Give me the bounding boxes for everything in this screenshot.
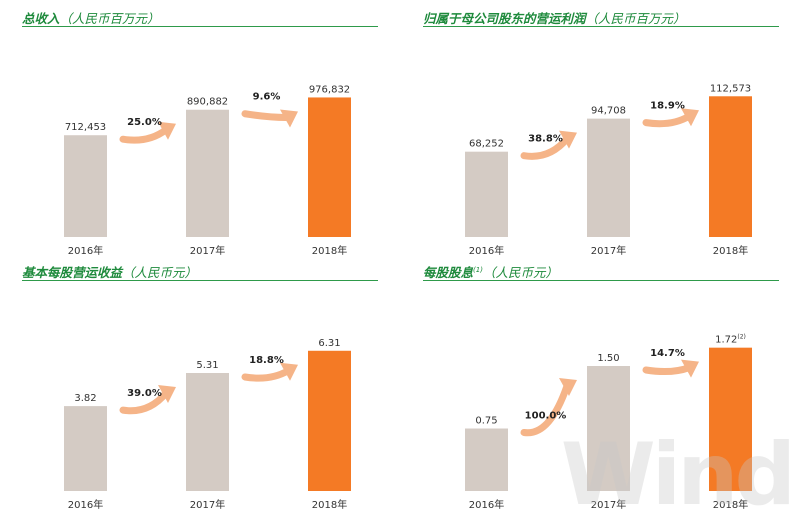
year-label: 2017年 [190, 244, 225, 257]
growth-label: 14.7% [650, 348, 685, 359]
chart-dividend: 0.75 2016年 1.50 2017年 1.72(2) 2018年 100.0% 14.7… [465, 334, 752, 511]
growth-arrowhead [158, 385, 176, 403]
growth-label: 9.6% [253, 92, 281, 103]
bar-2016年 [64, 406, 107, 491]
growth-label: 18.9% [650, 101, 685, 112]
year-label: 2018年 [713, 244, 748, 257]
growth-label: 18.8% [249, 355, 284, 366]
growth-arrow [520, 382, 571, 437]
growth-label: 39.0% [127, 388, 162, 399]
panel-title-main: 基本每股营运收益 [22, 265, 123, 280]
growth-arrowhead [681, 359, 699, 378]
bar-2016年 [465, 151, 508, 237]
bar-2017年 [587, 118, 630, 237]
bar-2018年 [709, 347, 752, 491]
panel-title: 基本每股营运收益（人民币元） [22, 262, 197, 281]
panel-eps: 基本每股营运收益（人民币元） 3.82 2016年 5.31 2017年 6.31 201… [22, 262, 424, 517]
value-label: 0.75 [475, 416, 497, 427]
value-label: 712,453 [65, 122, 106, 133]
panel-dividend: 每股股息(1)（人民币元） 0.75 2016年 1.50 2017年 1.72(2) 2… [423, 262, 804, 517]
chart-operating-profit: 68,252 2016年 94,708 2017年 112,573 2018年 38.8% 1… [465, 83, 752, 257]
growth-arrowhead [559, 130, 577, 149]
panel-title-unit: （人民币百万元） [585, 11, 686, 26]
panel-title-main: 每股股息 [423, 265, 474, 280]
panel-title-unit: （人民币百万元） [59, 11, 160, 26]
panel-title-main: 总收入 [22, 11, 60, 26]
value-label: 6.31 [318, 338, 340, 349]
growth-label: 100.0% [525, 411, 567, 422]
wind-watermark: Wind [560, 425, 796, 525]
panel-operating-profit: 归属于母公司股东的营运利润（人民币百万元） 68,252 2016年 94,708 2… [423, 8, 804, 263]
bar-2017年 [587, 366, 630, 491]
value-label: 68,252 [469, 139, 504, 150]
value-label-footnote: (2) [737, 334, 746, 341]
growth-arrowhead [559, 378, 577, 396]
title-rule [423, 26, 779, 27]
value-label: 3.82 [74, 393, 96, 404]
year-label: 2016年 [68, 244, 103, 257]
bar-2018年 [709, 96, 752, 237]
bar-2016年 [465, 428, 508, 491]
chart-total-revenue: 712,453 2016年 890,882 2017年 976,832 2018年 25.0… [64, 84, 351, 257]
growth-arrow [241, 110, 292, 121]
bar-2016年 [64, 135, 107, 237]
growth-arrow [241, 367, 292, 382]
value-label: 1.50 [597, 353, 619, 364]
panel-title-footnote: (1) [473, 265, 483, 274]
chart-eps: 3.82 2016年 5.31 2017年 6.31 2018年 39.0% 18.8% [64, 338, 351, 511]
value-label: 112,573 [710, 83, 751, 94]
growth-arrow [642, 364, 693, 376]
title-rule [22, 280, 378, 281]
year-label: 2018年 [312, 244, 347, 257]
growth-arrowhead [158, 121, 176, 140]
panel-title-unit: （人民币元） [122, 265, 198, 280]
title-rule [423, 280, 779, 281]
year-label: 2016年 [469, 244, 504, 257]
value-label: 5.31 [196, 360, 218, 371]
panel-title: 每股股息(1)（人民币元） [423, 262, 558, 281]
year-label: 2017年 [591, 498, 626, 511]
panel-title-main: 归属于母公司股东的营运利润 [423, 11, 586, 26]
panel-title: 归属于母公司股东的营运利润（人民币百万元） [423, 8, 686, 27]
growth-arrowhead [280, 362, 298, 381]
panel-total-revenue: 总收入（人民币百万元） 712,453 2016年 890,882 2017年 976,… [22, 8, 424, 263]
growth-arrow [119, 389, 170, 415]
bar-2018年 [308, 97, 351, 237]
year-label: 2017年 [190, 498, 225, 511]
year-label: 2018年 [713, 498, 748, 511]
bar-2017年 [186, 109, 229, 237]
value-label: 94,708 [591, 106, 626, 117]
panel-title: 总收入（人民币百万元） [22, 8, 160, 27]
year-label: 2016年 [68, 498, 103, 511]
growth-arrowhead [280, 109, 298, 128]
growth-label: 38.8% [528, 134, 563, 145]
year-label: 2016年 [469, 498, 504, 511]
bar-2018年 [308, 350, 351, 491]
title-rule [22, 26, 378, 27]
growth-label: 25.0% [127, 117, 162, 128]
value-label: 1.72(2) [715, 334, 746, 346]
growth-arrowhead [681, 108, 699, 127]
growth-arrow [520, 135, 571, 160]
panel-title-unit: （人民币元） [482, 265, 558, 280]
value-label: 976,832 [309, 84, 350, 95]
value-label: 890,882 [187, 97, 228, 108]
growth-arrow [642, 112, 693, 128]
year-label: 2018年 [312, 498, 347, 511]
growth-arrow [119, 126, 170, 144]
year-label: 2017年 [591, 244, 626, 257]
bar-2017年 [186, 373, 229, 491]
